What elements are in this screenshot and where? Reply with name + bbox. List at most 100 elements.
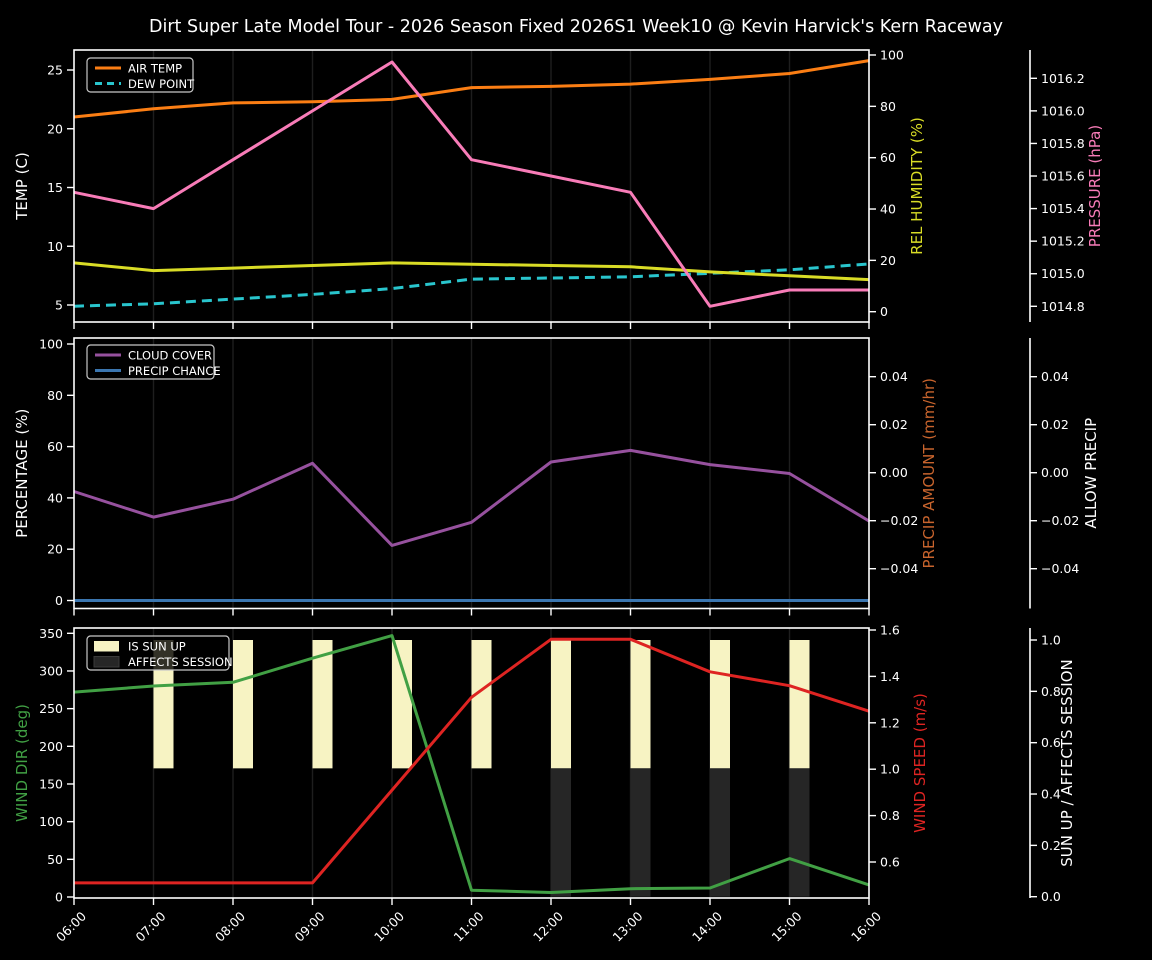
y-tick-label: 0 bbox=[55, 890, 63, 905]
y-tick-label: 1.4 bbox=[880, 669, 900, 684]
x-tick-label: 16:00 bbox=[848, 908, 884, 944]
y-tick-label: 0.02 bbox=[880, 417, 908, 432]
affects-session-bar bbox=[551, 768, 571, 897]
y-axis-label: SUN UP / AFFECTS SESSION bbox=[1058, 659, 1076, 867]
y-axis-label: PRESSURE (hPa) bbox=[1086, 125, 1104, 247]
y-tick-label: 100 bbox=[39, 337, 63, 352]
y-tick-label: 1.2 bbox=[880, 715, 900, 730]
wind-dir-line bbox=[73, 634, 870, 894]
legend-label: CLOUD COVER bbox=[128, 349, 212, 363]
x-tick-label: 07:00 bbox=[133, 908, 169, 944]
y-tick-label: 0.2 bbox=[1041, 838, 1061, 853]
y-tick-label: 10 bbox=[47, 239, 63, 254]
y-tick-label: 1014.8 bbox=[1041, 299, 1085, 314]
y-tick-label: −0.02 bbox=[880, 513, 918, 528]
is-sun-up-bar bbox=[630, 640, 651, 769]
y-tick-label: 350 bbox=[39, 626, 63, 641]
affects-session-bar bbox=[630, 768, 651, 897]
y-tick-label: 0.04 bbox=[880, 369, 908, 384]
y-tick-label: 5 bbox=[55, 298, 63, 313]
legend-label: IS SUN UP bbox=[128, 640, 186, 654]
y-tick-label: 200 bbox=[39, 739, 63, 754]
y-axis-label: REL HUMIDITY (%) bbox=[908, 117, 926, 255]
legend-swatch bbox=[93, 656, 120, 668]
y-tick-label: 20 bbox=[47, 542, 63, 557]
y-tick-label: 1015.6 bbox=[1041, 169, 1085, 184]
y-tick-label: 1016.2 bbox=[1041, 71, 1085, 86]
y-axis-label: TEMP (C) bbox=[13, 152, 31, 221]
y-axis-label: WIND DIR (deg) bbox=[13, 704, 31, 822]
legend-label: PRECIP CHANCE bbox=[128, 364, 221, 378]
y-tick-label: 1016.0 bbox=[1041, 103, 1085, 118]
x-tick-label: 09:00 bbox=[292, 908, 328, 944]
y-tick-label: −0.04 bbox=[1041, 561, 1079, 576]
x-tick-label: 13:00 bbox=[610, 908, 646, 944]
y-axis-label: PERCENTAGE (%) bbox=[13, 409, 31, 538]
is-sun-up-bar bbox=[233, 640, 253, 769]
is-sun-up-bar bbox=[471, 640, 492, 769]
y-tick-label: 50 bbox=[47, 852, 63, 867]
y-tick-label: 0 bbox=[55, 593, 63, 608]
y-tick-label: 60 bbox=[880, 150, 896, 165]
x-tick-label: 14:00 bbox=[689, 908, 725, 944]
y-tick-label: 1.0 bbox=[880, 762, 900, 777]
pressure-line bbox=[73, 60, 869, 308]
cloud-cover-line bbox=[73, 448, 870, 547]
y-tick-label: 20 bbox=[880, 253, 896, 268]
y-tick-label: 0.00 bbox=[1041, 465, 1069, 480]
x-tick-label: 10:00 bbox=[371, 908, 407, 944]
is-sun-up-bar bbox=[153, 640, 174, 769]
y-tick-label: 0.02 bbox=[1041, 417, 1069, 432]
y-axis-label: ALLOW PRECIP bbox=[1082, 418, 1100, 529]
y-tick-label: 0 bbox=[880, 304, 888, 319]
is-sun-up-bar bbox=[710, 640, 730, 769]
y-tick-label: 150 bbox=[39, 776, 63, 791]
y-tick-label: 1.0 bbox=[1041, 633, 1061, 648]
y-axis-label: WIND SPEED (m/s) bbox=[911, 693, 929, 833]
is-sun-up-bar bbox=[551, 640, 571, 769]
is-sun-up-bar bbox=[312, 640, 333, 769]
y-tick-label: 100 bbox=[39, 814, 63, 829]
y-tick-label: 0.6 bbox=[880, 855, 900, 870]
is-sun-up-bar bbox=[789, 640, 810, 769]
y-tick-label: 100 bbox=[880, 48, 904, 63]
rel-humidity-line bbox=[73, 261, 870, 282]
x-tick-label: 06:00 bbox=[53, 908, 89, 944]
x-tick-label: 15:00 bbox=[769, 908, 805, 944]
is-sun-up-bar bbox=[392, 640, 412, 769]
y-tick-label: 40 bbox=[47, 490, 63, 505]
legend-swatch bbox=[94, 641, 119, 652]
y-tick-label: 1015.4 bbox=[1041, 201, 1085, 216]
y-tick-label: 1.6 bbox=[880, 623, 900, 638]
legend-label: DEW POINT bbox=[128, 77, 195, 91]
y-tick-label: 1015.0 bbox=[1041, 266, 1085, 281]
y-tick-label: 0.8 bbox=[1041, 684, 1061, 699]
y-tick-label: 40 bbox=[880, 202, 896, 217]
x-tick-label: 11:00 bbox=[451, 908, 487, 944]
y-tick-label: 80 bbox=[47, 388, 63, 403]
x-tick-label: 08:00 bbox=[212, 908, 248, 944]
y-tick-label: 300 bbox=[39, 663, 63, 678]
legend-label: AIR TEMP bbox=[128, 62, 182, 76]
y-tick-label: 0.4 bbox=[1041, 787, 1061, 802]
y-tick-label: 15 bbox=[47, 180, 63, 195]
legend-box bbox=[86, 635, 230, 671]
page-title: Dirt Super Late Model Tour - 2026 Season… bbox=[149, 17, 1003, 37]
y-tick-label: 20 bbox=[47, 121, 63, 136]
y-axis-label: PRECIP AMOUNT (mm/hr) bbox=[920, 378, 938, 568]
y-tick-label: 0.8 bbox=[880, 808, 900, 823]
affects-session-bar bbox=[789, 768, 810, 897]
y-tick-label: −0.04 bbox=[880, 561, 918, 576]
affects-session-bar bbox=[710, 768, 730, 897]
y-tick-label: 250 bbox=[39, 701, 63, 716]
y-tick-label: −0.02 bbox=[1041, 513, 1079, 528]
y-tick-label: 0.6 bbox=[1041, 735, 1061, 750]
y-tick-label: 25 bbox=[47, 63, 63, 78]
air-temp-line bbox=[73, 59, 870, 119]
wind-speed-line bbox=[74, 637, 870, 885]
y-tick-label: 60 bbox=[47, 439, 63, 454]
y-tick-label: 0.04 bbox=[1041, 369, 1069, 384]
y-tick-label: 1015.8 bbox=[1041, 136, 1085, 151]
y-tick-label: 80 bbox=[880, 99, 896, 114]
